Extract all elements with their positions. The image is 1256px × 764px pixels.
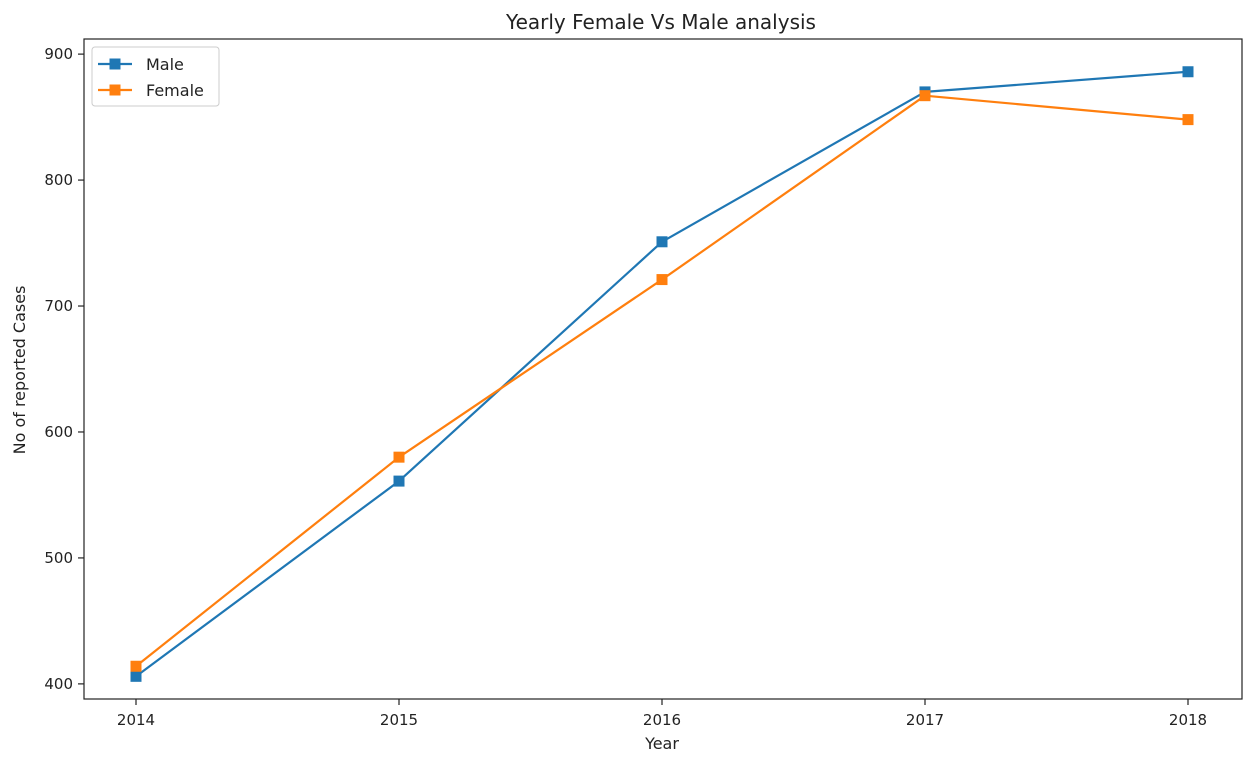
series-line-male (135, 70, 1189, 678)
legend-label-female: Female (146, 81, 204, 100)
data-point-male-2014 (130, 670, 142, 682)
y-tick-label-600: 600 (44, 423, 73, 441)
legend-marker-male (109, 58, 121, 70)
y-tick-label-900: 900 (44, 45, 73, 63)
series-line-female (135, 94, 1189, 668)
chart-title: Yearly Female Vs Male analysis (505, 10, 816, 34)
x-axis-label: Year (644, 734, 679, 753)
data-point-female-2018 (1182, 114, 1194, 126)
data-point-male-2018 (1182, 66, 1194, 78)
x-tick-label-2016: 2016 (643, 711, 681, 729)
plot-area: 2014 2015 2016 2017 2018 400 500 600 700 800 900 (44, 38, 1243, 729)
data-point-female-2017 (919, 90, 931, 102)
legend-marker-female (109, 84, 121, 96)
x-tick-label-2018: 2018 (1169, 711, 1207, 729)
chart-legend: Male Female (91, 46, 220, 107)
data-point-female-2014 (130, 660, 142, 672)
y-tick-label-700: 700 (44, 297, 73, 315)
legend-box (91, 46, 220, 107)
y-tick-label-800: 800 (44, 171, 73, 189)
legend-label-male: Male (146, 55, 184, 74)
x-tick-label-2015: 2015 (380, 711, 418, 729)
axes-frame (83, 38, 1243, 700)
data-point-female-2016 (656, 274, 668, 286)
y-tick-label-500: 500 (44, 549, 73, 567)
data-point-male-2015 (393, 475, 405, 487)
y-tick-label-400: 400 (44, 675, 73, 693)
data-point-female-2015 (393, 451, 405, 463)
y-axis-label: No of reported Cases (10, 286, 29, 455)
data-point-male-2016 (656, 236, 668, 248)
x-tick-label-2014: 2014 (117, 711, 155, 729)
x-tick-label-2017: 2017 (906, 711, 944, 729)
